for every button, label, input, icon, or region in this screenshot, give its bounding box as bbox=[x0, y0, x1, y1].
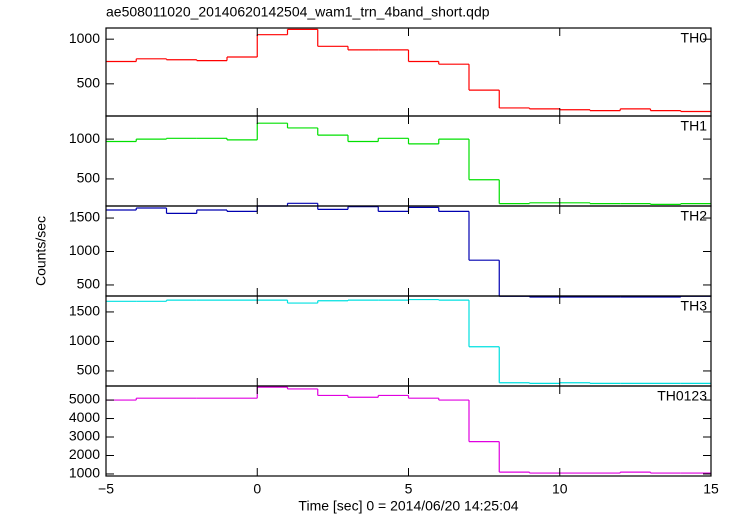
x-tick-label: 0 bbox=[253, 481, 261, 497]
panel-label: TH0123 bbox=[657, 388, 707, 404]
chart-title: ae508011020_20140620142504_wam1_trn_4ban… bbox=[106, 4, 490, 20]
y-tick-label: 500 bbox=[77, 170, 101, 186]
panel-label: TH2 bbox=[681, 208, 708, 224]
y-tick-label: 1000 bbox=[69, 332, 100, 348]
y-tick-label: 4000 bbox=[69, 409, 100, 425]
panel-frame bbox=[105, 385, 712, 477]
y-tick-label: 1500 bbox=[69, 209, 100, 225]
y-tick-label: 500 bbox=[77, 276, 101, 292]
x-tick-label: 5 bbox=[405, 481, 413, 497]
panel-frame bbox=[105, 205, 712, 297]
y-tick-label: 1000 bbox=[69, 30, 100, 46]
panel-label: TH3 bbox=[681, 298, 708, 314]
panel-label: TH0 bbox=[681, 30, 708, 46]
x-tick-label: −5 bbox=[98, 481, 114, 497]
y-tick-label: 5000 bbox=[69, 391, 100, 407]
y-axis-label: Counts/sec bbox=[33, 216, 49, 286]
y-tick-label: 3000 bbox=[69, 428, 100, 444]
panel-frame bbox=[105, 115, 712, 207]
y-tick-label: 1500 bbox=[69, 303, 100, 319]
y-tick-label: 1000 bbox=[69, 465, 100, 481]
y-tick-label: 2000 bbox=[69, 446, 100, 462]
panel-frame bbox=[105, 295, 712, 387]
y-tick-label: 1000 bbox=[69, 242, 100, 258]
y-tick-label: 1000 bbox=[69, 130, 100, 146]
x-axis-label: Time [sec] 0 = 2014/06/20 14:25:04 bbox=[298, 498, 518, 514]
y-tick-label: 500 bbox=[77, 75, 101, 91]
panel-label: TH1 bbox=[681, 118, 708, 134]
y-tick-label: 500 bbox=[77, 362, 101, 378]
panel-frame bbox=[105, 27, 712, 117]
x-tick-label: 10 bbox=[552, 481, 568, 497]
x-tick-label: 15 bbox=[703, 481, 719, 497]
